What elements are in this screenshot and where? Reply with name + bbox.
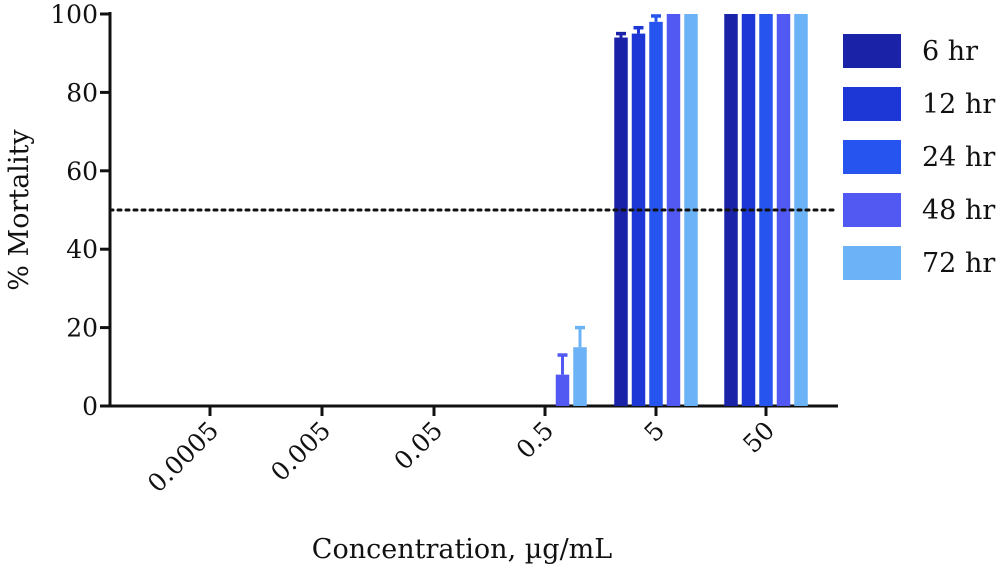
x-tick-label: 0.5	[511, 416, 560, 465]
y-tick-label: 60	[66, 157, 98, 186]
y-tick-label: 80	[66, 78, 98, 107]
legend-swatch	[843, 246, 901, 280]
y-tick-label: 40	[66, 235, 98, 264]
legend-swatch	[843, 140, 901, 174]
legend-label: 24 hr	[922, 142, 995, 173]
legend-label: 48 hr	[922, 195, 995, 226]
legend-swatch	[843, 87, 901, 121]
bar	[649, 21, 663, 407]
legend-label: 12 hr	[922, 89, 995, 120]
bar	[614, 37, 628, 407]
bar	[631, 33, 646, 406]
bar	[573, 347, 587, 406]
y-tick-label: 0	[82, 392, 98, 421]
y-tick-label: 20	[66, 314, 98, 343]
legend-label: 72 hr	[922, 248, 995, 279]
x-tick-label: 50	[737, 416, 780, 459]
x-tick-label: 5	[638, 416, 670, 448]
legend-label: 6 hr	[922, 36, 978, 67]
x-tick-label: 0.005	[265, 416, 336, 487]
x-axis-title: Concentration, µg/mL	[312, 534, 612, 565]
legend-swatch	[843, 193, 901, 227]
bar	[555, 374, 570, 406]
x-tick-label: 0.0005	[142, 416, 224, 498]
y-axis-title: % Mortality	[4, 129, 35, 291]
bar	[724, 14, 738, 406]
legend-swatch	[843, 34, 901, 68]
axes: 0 20 40 60 80 100 0.0005 0.005 0.05 0.5 5 50	[50, 0, 838, 498]
y-tick-label: 100	[50, 0, 98, 29]
legend: 6 hr 12 hr 24 hr 48 hr 72 hr	[843, 34, 995, 280]
bar	[684, 14, 698, 406]
x-tick-label: 0.05	[388, 416, 448, 476]
